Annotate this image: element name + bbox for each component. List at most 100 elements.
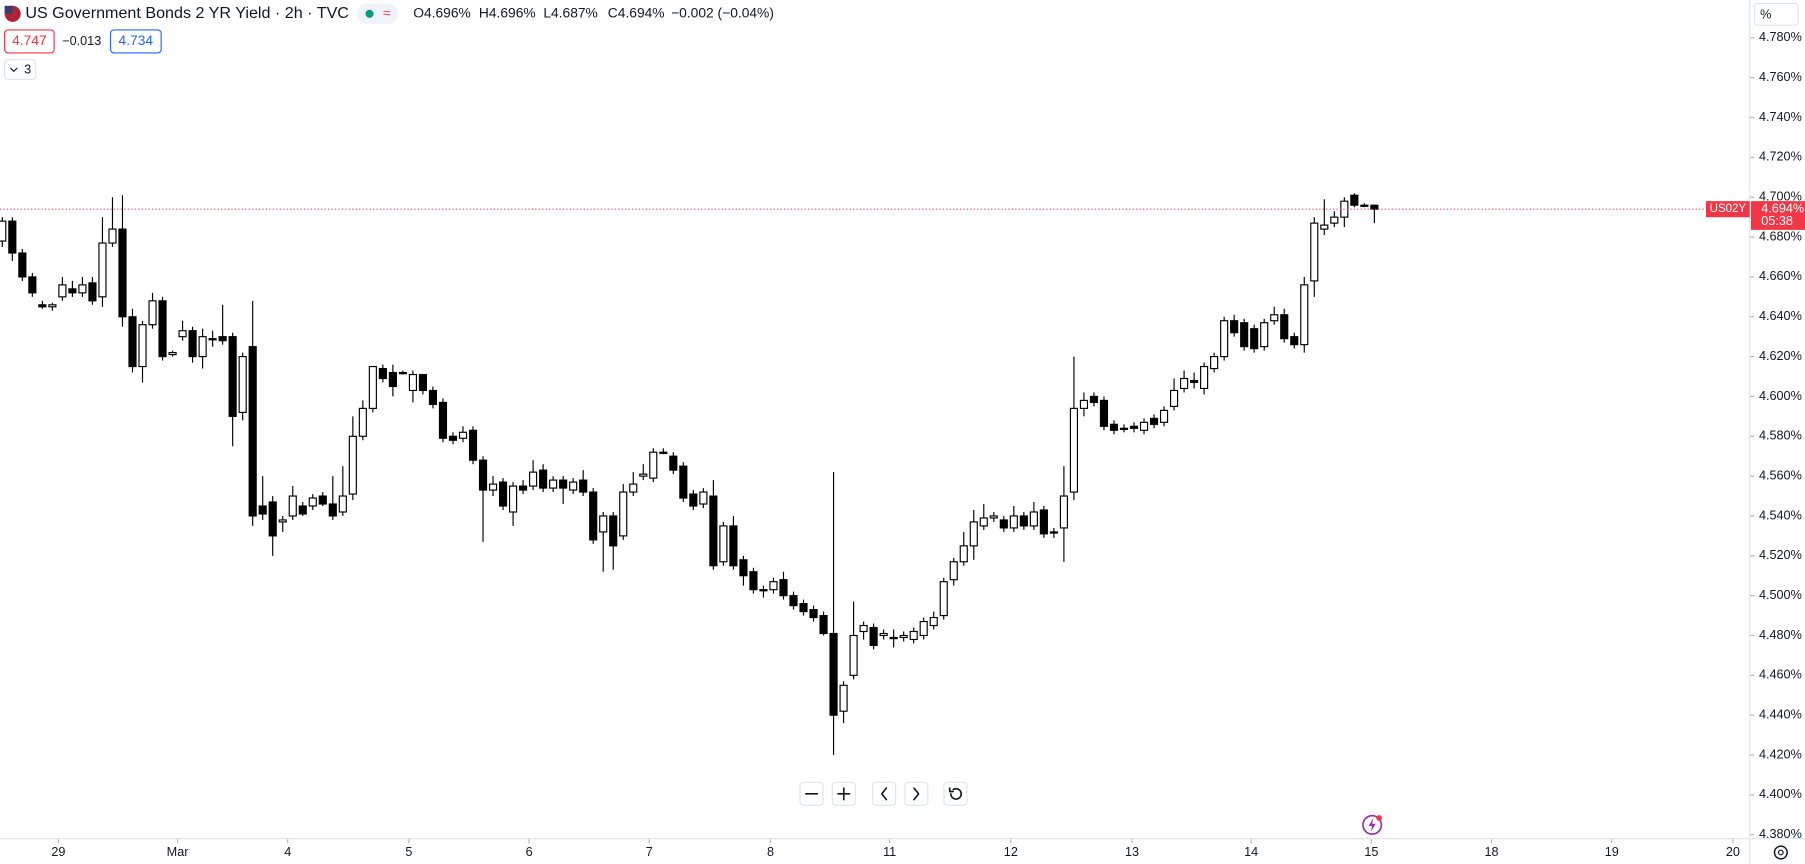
candle-body [1210, 356, 1219, 370]
candle-body [1350, 194, 1359, 206]
candle-body [1089, 395, 1099, 403]
ohlc-values: O4.696% H4.696% L4.687% C4.694% −0.002 (−0.0… [413, 5, 774, 20]
candle-body [68, 288, 77, 294]
y-tick-label: 4.720% [1759, 150, 1802, 164]
candle-body [589, 491, 598, 541]
candle-body [959, 545, 968, 563]
candle-body [198, 336, 207, 358]
candle-body [398, 371, 407, 375]
candle-body [839, 684, 848, 712]
candle-body [649, 451, 658, 479]
countdown: 05:38 [1761, 214, 1793, 228]
candle-body [1049, 531, 1058, 534]
candle-body [298, 505, 307, 515]
candle-body [18, 252, 27, 278]
unit-box[interactable] [1753, 2, 1799, 26]
candle-body [98, 242, 107, 298]
candle-body [1129, 425, 1139, 429]
sell-price[interactable]: 4.747 [12, 33, 47, 48]
y-tick-label: 4.460% [1759, 668, 1802, 682]
candle-body [458, 431, 468, 439]
candle-body [508, 485, 518, 513]
candle-body [188, 330, 197, 358]
candle-body [278, 519, 287, 523]
candle-body [1360, 204, 1369, 207]
candle-body [478, 459, 488, 491]
candle-body [348, 435, 357, 495]
candle-body [138, 324, 147, 368]
symbol-label-box [1706, 201, 1750, 218]
scroll-right[interactable] [904, 781, 929, 806]
market-status [365, 9, 374, 18]
scroll-left[interactable] [871, 781, 897, 806]
x-tick-label: 7 [646, 845, 653, 859]
chevron-icon [9, 67, 18, 73]
candle-body [158, 300, 167, 358]
candle-body [0, 220, 7, 242]
candle-body [108, 228, 117, 244]
ohlc-item: H4.696% [479, 5, 536, 20]
axis-unit[interactable]: % [1760, 7, 1771, 21]
candle-body [949, 561, 958, 581]
candle-body [969, 521, 978, 547]
candle-body [318, 495, 327, 505]
symbol-title[interactable]: US Government Bonds 2 YR Yield · 2h · TV… [25, 4, 349, 22]
y-tick-label: 4.780% [1759, 30, 1802, 44]
candle-body [1280, 314, 1289, 340]
candle-body [1240, 322, 1249, 348]
candle-body [178, 330, 187, 338]
candle-body [1169, 389, 1179, 407]
candle-body [1099, 399, 1109, 427]
x-tick-label: 29 [51, 845, 65, 859]
y-tick-label: 4.480% [1759, 628, 1802, 642]
price-label: 4.694% [1761, 202, 1804, 216]
y-tick-label: 4.400% [1759, 787, 1802, 801]
settings-icon[interactable] [1773, 845, 1788, 860]
candle-body [388, 371, 397, 388]
candle-body [549, 479, 558, 489]
indicators-toggle[interactable] [4, 59, 37, 80]
candle-body [619, 491, 628, 537]
legend: US Government Bonds 2 YR Yield · 2h · TV… [4, 3, 774, 80]
candle-body [899, 634, 908, 639]
x-tick-label: 5 [405, 845, 412, 859]
buy-price[interactable]: 4.734 [119, 33, 154, 48]
y-tick-label: 4.760% [1759, 70, 1802, 84]
buy-box[interactable] [109, 29, 162, 54]
candle-body [889, 636, 898, 640]
candle-body [258, 505, 267, 515]
candle-body [929, 616, 938, 627]
candle-body [1320, 224, 1329, 230]
sell-box[interactable] [4, 29, 55, 54]
candle-body [428, 389, 438, 405]
candle-body [629, 483, 638, 493]
candle-body [1149, 417, 1159, 425]
candle-body [418, 373, 428, 392]
lightning-icon[interactable] [1362, 814, 1383, 835]
zoom-toolbar [799, 781, 968, 806]
y-tick-label: 4.380% [1759, 827, 1802, 841]
zoom-in[interactable] [831, 781, 856, 806]
ohlc-item: O4.696% [413, 5, 471, 20]
indicators-count[interactable]: 3 [24, 63, 31, 77]
candle-body [689, 493, 698, 507]
candle-body [639, 473, 648, 477]
candle-body [1019, 515, 1028, 527]
x-tick-label: 8 [767, 845, 774, 859]
x-tick-label: Mar [167, 845, 189, 859]
candle-body [328, 503, 337, 517]
candle-body [1039, 509, 1048, 535]
reset-chart[interactable] [943, 781, 968, 806]
candle-body [799, 603, 808, 613]
candle-body [48, 304, 57, 308]
zoom-out[interactable] [799, 781, 824, 806]
candle-body [38, 304, 47, 308]
candle-body [1250, 328, 1259, 350]
candle-body [569, 481, 578, 491]
candle-body [879, 632, 888, 637]
ohlc-item: C4.694% [608, 5, 665, 20]
candle-body [268, 501, 277, 537]
x-tick-label: 14 [1244, 845, 1258, 859]
candle-body [1260, 322, 1269, 348]
